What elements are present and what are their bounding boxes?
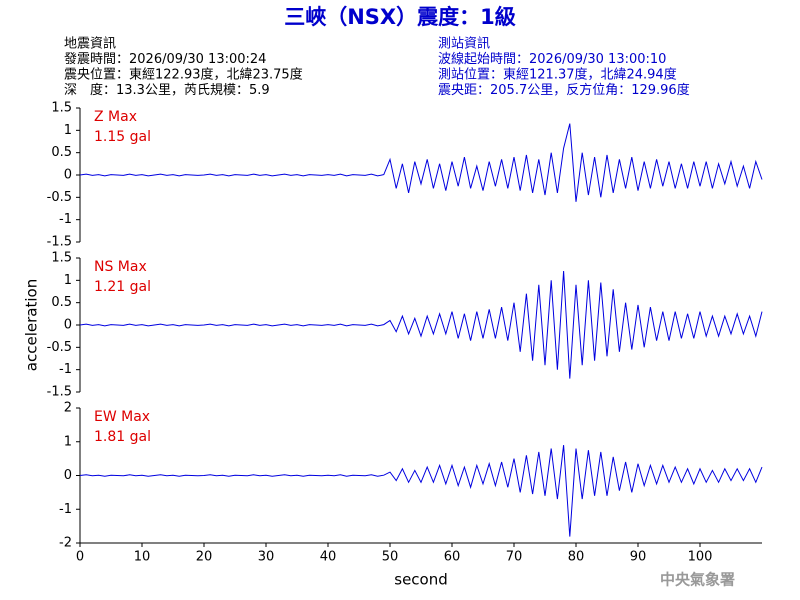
info-left: 深 度：13.3公里，芮氏規模：5.9 bbox=[64, 82, 270, 98]
x-axis-label: second bbox=[394, 571, 448, 589]
panel-max: 1.21 gal bbox=[94, 279, 151, 295]
info-left: 地震資訊 bbox=[64, 37, 116, 52]
waveform bbox=[79, 123, 763, 202]
info-right: 測站位置：東經121.37度，北緯24.94度 bbox=[438, 67, 677, 83]
y-tick-label: -1.5 bbox=[47, 385, 72, 400]
info-right: 測站資訊 bbox=[438, 37, 490, 52]
y-tick-label: 1 bbox=[64, 434, 72, 449]
info-left: 發震時間：2026/09/30 13:00:24 bbox=[64, 52, 266, 67]
x-tick-label: 70 bbox=[506, 550, 523, 565]
y-tick-label: -1 bbox=[59, 502, 72, 517]
y-tick-label: -1 bbox=[59, 212, 72, 227]
y-tick-label: 1.5 bbox=[51, 251, 72, 266]
panel-max: 1.15 gal bbox=[94, 129, 151, 145]
y-tick-label: 1.5 bbox=[51, 101, 72, 116]
y-tick-label: -0.5 bbox=[47, 340, 72, 355]
y-tick-label: -2 bbox=[59, 536, 72, 551]
x-tick-label: 20 bbox=[196, 550, 213, 565]
panel-annotation: Z Max bbox=[94, 109, 137, 125]
x-tick-label: 80 bbox=[568, 550, 585, 565]
y-tick-label: -1 bbox=[59, 362, 72, 377]
y-tick-label: 0.5 bbox=[51, 145, 72, 160]
y-tick-label: 2 bbox=[64, 401, 72, 416]
x-tick-label: 50 bbox=[382, 550, 399, 565]
info-right: 波線起始時間：2026/09/30 13:00:10 bbox=[438, 51, 666, 67]
panel-annotation: NS Max bbox=[94, 259, 147, 275]
y-tick-label: 1 bbox=[64, 123, 72, 138]
info-left: 震央位置：東經122.93度，北緯23.75度 bbox=[64, 67, 303, 83]
info-right: 震央距：205.7公里，反方位角：129.96度 bbox=[438, 82, 690, 98]
panel-annotation: EW Max bbox=[94, 409, 150, 425]
y-tick-label: 1 bbox=[64, 273, 72, 288]
x-tick-label: 30 bbox=[258, 550, 275, 565]
y-tick-label: -1.5 bbox=[47, 235, 72, 250]
y-tick-label: 0 bbox=[64, 318, 72, 333]
panel-max: 1.81 gal bbox=[94, 429, 151, 445]
x-tick-label: 60 bbox=[444, 550, 461, 565]
y-tick-label: 0 bbox=[64, 168, 72, 183]
watermark: 中央氣象署 bbox=[660, 571, 735, 589]
x-tick-label: 10 bbox=[134, 550, 151, 565]
y-tick-label: -0.5 bbox=[47, 190, 72, 205]
y-tick-label: 0 bbox=[64, 468, 72, 483]
x-tick-label: 40 bbox=[320, 550, 337, 565]
y-tick-label: 0.5 bbox=[51, 295, 72, 310]
y-axis-label: acceleration bbox=[23, 279, 41, 371]
x-tick-label: 90 bbox=[630, 550, 647, 565]
x-tick-label: 0 bbox=[76, 550, 84, 565]
x-tick-label: 100 bbox=[688, 550, 713, 565]
waveform bbox=[79, 270, 763, 379]
waveform bbox=[79, 445, 763, 537]
chart-title: 三峽（NSX）震度：1級 bbox=[284, 5, 516, 29]
